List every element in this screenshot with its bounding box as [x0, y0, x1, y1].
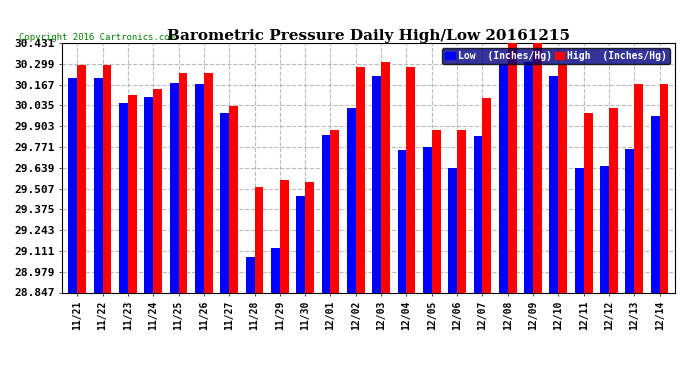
Bar	[271, 248, 280, 292]
Bar	[600, 166, 609, 292]
Bar	[220, 112, 229, 292]
Bar	[432, 130, 441, 292]
Bar	[144, 97, 153, 292]
Bar	[575, 168, 584, 292]
Bar	[305, 182, 314, 292]
Bar	[549, 76, 558, 292]
Bar	[68, 78, 77, 292]
Bar	[246, 257, 255, 292]
Bar	[634, 84, 643, 292]
Legend: Low  (Inches/Hg), High  (Inches/Hg): Low (Inches/Hg), High (Inches/Hg)	[442, 48, 670, 64]
Bar	[204, 73, 213, 292]
Bar	[322, 135, 331, 292]
Bar	[356, 67, 364, 292]
Bar	[508, 43, 517, 292]
Title: Barometric Pressure Daily High/Low 20161215: Barometric Pressure Daily High/Low 20161…	[167, 29, 570, 43]
Bar	[255, 186, 264, 292]
Bar	[153, 89, 162, 292]
Bar	[558, 65, 567, 292]
Bar	[406, 67, 415, 292]
Bar	[482, 98, 491, 292]
Bar	[128, 95, 137, 292]
Bar	[473, 136, 482, 292]
Bar	[77, 65, 86, 292]
Bar	[381, 62, 390, 292]
Bar	[609, 108, 618, 292]
Bar	[397, 150, 406, 292]
Bar	[296, 196, 305, 292]
Bar	[448, 168, 457, 292]
Bar	[625, 149, 634, 292]
Bar	[119, 103, 128, 292]
Bar	[331, 130, 339, 292]
Text: Copyright 2016 Cartronics.com: Copyright 2016 Cartronics.com	[19, 33, 175, 42]
Bar	[533, 43, 542, 292]
Bar	[499, 64, 508, 292]
Bar	[423, 147, 432, 292]
Bar	[373, 76, 381, 292]
Bar	[524, 62, 533, 292]
Bar	[660, 84, 669, 292]
Bar	[103, 65, 112, 292]
Bar	[229, 106, 238, 292]
Bar	[195, 84, 204, 292]
Bar	[94, 78, 103, 292]
Bar	[584, 112, 593, 292]
Bar	[170, 82, 179, 292]
Bar	[280, 180, 288, 292]
Bar	[651, 116, 660, 292]
Bar	[179, 73, 188, 292]
Bar	[457, 130, 466, 292]
Bar	[347, 108, 356, 292]
